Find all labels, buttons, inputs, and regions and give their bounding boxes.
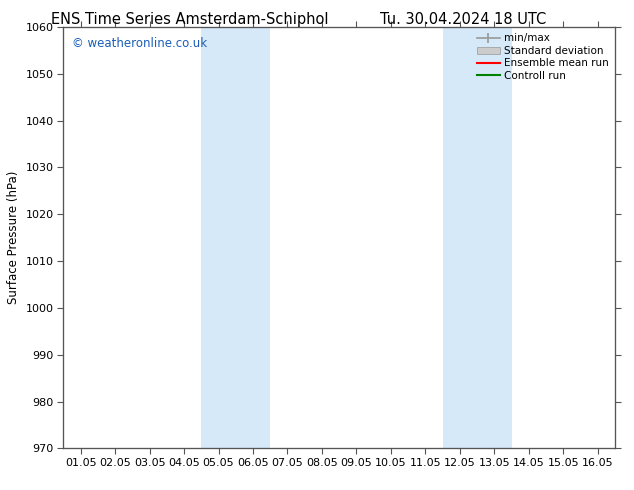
Bar bbox=[202, 27, 270, 448]
Text: Tu. 30.04.2024 18 UTC: Tu. 30.04.2024 18 UTC bbox=[380, 12, 546, 27]
Y-axis label: Surface Pressure (hPa): Surface Pressure (hPa) bbox=[7, 171, 20, 304]
Text: © weatheronline.co.uk: © weatheronline.co.uk bbox=[72, 38, 207, 50]
Text: ENS Time Series Amsterdam-Schiphol: ENS Time Series Amsterdam-Schiphol bbox=[51, 12, 329, 27]
Bar bbox=[443, 27, 512, 448]
Legend: min/max, Standard deviation, Ensemble mean run, Controll run: min/max, Standard deviation, Ensemble me… bbox=[473, 29, 613, 85]
